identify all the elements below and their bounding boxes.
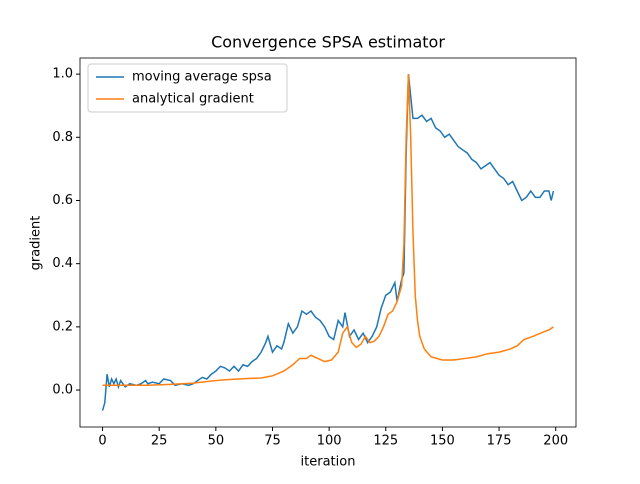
chart-title: Convergence SPSA estimator [211, 33, 445, 52]
x-tick-label: 0 [98, 434, 106, 449]
x-tick-label: 150 [430, 434, 455, 449]
x-tick-label: 200 [543, 434, 568, 449]
y-tick-label: 0.6 [52, 193, 73, 208]
x-tick-label: 175 [487, 434, 512, 449]
y-axis-label: gradient [29, 216, 44, 271]
y-tick-label: 0.4 [52, 256, 73, 271]
x-axis-label: iteration [301, 455, 356, 470]
y-tick-label: 0.0 [52, 383, 73, 398]
legend-label: moving average spsa [132, 70, 272, 85]
x-tick-label: 75 [264, 434, 281, 449]
x-tick-label: 50 [208, 434, 225, 449]
legend-label: analytical gradient [132, 92, 254, 107]
y-tick-label: 0.8 [52, 130, 73, 145]
legend-box [87, 63, 288, 113]
line-series [101, 74, 555, 411]
x-tick-label: 100 [317, 434, 342, 449]
y-tick-label: 1.0 [52, 67, 73, 82]
x-tick-label: 125 [373, 434, 398, 449]
line-series [102, 74, 554, 387]
y-tick-label: 0.2 [52, 319, 73, 334]
plot-frame [79, 57, 577, 428]
x-tick-label: 25 [151, 434, 168, 449]
